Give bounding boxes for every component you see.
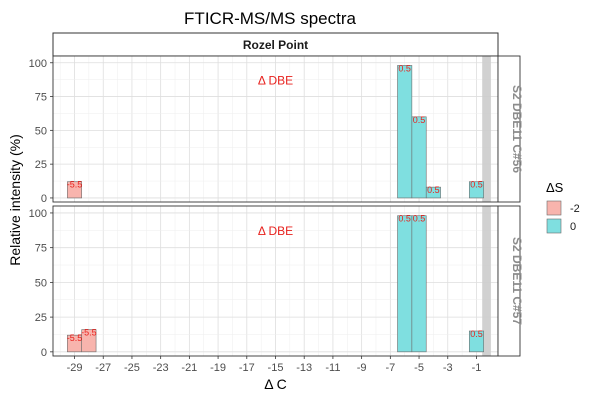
bar (67, 181, 83, 199)
x-tick-label: -13 (296, 362, 312, 374)
bar-label: -5.5 (81, 328, 97, 338)
row-strip-box (497, 55, 521, 203)
bar-label: 0.5 (398, 214, 411, 224)
row-strip-label: S2 DBE11 C#57 (510, 237, 524, 325)
bar-label: 0.5 (427, 185, 440, 195)
bar (81, 329, 97, 353)
x-axis-title: Δ C (264, 376, 287, 392)
bar (411, 215, 427, 353)
y-tick-label: 75 (35, 92, 47, 104)
x-tick-label: -3 (443, 362, 453, 374)
chart-title: FTICR-MS/MS spectra (184, 9, 356, 28)
legend-title: ΔS (546, 180, 564, 195)
y-tick-label: 75 (35, 243, 47, 255)
reference-band (482, 56, 491, 202)
bar-label: 0.5 (470, 329, 483, 339)
legend-key-neg2 (546, 200, 562, 216)
y-tick-label: 25 (35, 159, 47, 171)
bar-label: -5.5 (67, 333, 83, 343)
panel-1: -5.5 0.5 0.5 0.5 0.5 Δ DBE 0 25 50 75 100 S2 DBE11 … (29, 55, 524, 205)
y-tick-label: 25 (35, 312, 47, 324)
legend: ΔS -2 0 (546, 180, 580, 234)
x-tick-label: -27 (95, 362, 111, 374)
bar (468, 181, 484, 199)
legend-key-0 (546, 218, 562, 234)
y-tick-label: 50 (35, 125, 47, 137)
y-tick-label: 50 (35, 277, 47, 289)
x-tick-label: -1 (472, 362, 482, 374)
x-tick-label: -21 (181, 362, 197, 374)
delta-dbe-annotation: Δ DBE (258, 224, 293, 238)
column-strip: Rozel Point (52, 32, 499, 57)
bar-label: 0.5 (398, 63, 411, 73)
bar-label: 0.5 (470, 180, 483, 190)
x-tick-label: -11 (325, 362, 340, 374)
column-strip-label: Rozel Point (243, 38, 308, 52)
x-tick-label: -15 (268, 362, 284, 374)
bar-label: 0.5 (413, 214, 426, 224)
row-strip-box (497, 205, 521, 357)
x-tick-label: -19 (210, 362, 226, 374)
bar (411, 116, 427, 199)
reference-band (482, 206, 491, 356)
bar-label: -5.5 (67, 180, 83, 190)
x-tick-label: -17 (239, 362, 255, 374)
y-tick-label: 0 (41, 193, 47, 205)
row-strip-label: S2 DBE11 C#56 (510, 85, 524, 173)
legend-label-0: 0 (570, 221, 576, 233)
y-tick-label: 100 (29, 208, 47, 220)
bar (397, 215, 413, 353)
bar (425, 186, 441, 199)
x-tick-label: -25 (124, 362, 140, 374)
y-axis-title: Relative intensity (%) (7, 134, 23, 266)
x-tick-label: -7 (385, 362, 395, 374)
x-tick-label: -9 (357, 362, 367, 374)
x-tick-label: -5 (414, 362, 424, 374)
y-tick-label: 100 (29, 58, 47, 70)
y-tick-label: 0 (41, 347, 47, 359)
x-axis: -29 -27 -25 -23 -21 -19 -17 -15 -13 -11 -9 -7 -5 -3 -1 (67, 356, 482, 374)
legend-label-neg2: -2 (570, 203, 580, 215)
x-tick-label: -29 (67, 362, 83, 374)
bar-label: 0.5 (413, 115, 426, 125)
x-tick-label: -23 (153, 362, 169, 374)
bar (468, 330, 484, 353)
delta-dbe-annotation: Δ DBE (258, 73, 293, 87)
bar (397, 65, 413, 199)
